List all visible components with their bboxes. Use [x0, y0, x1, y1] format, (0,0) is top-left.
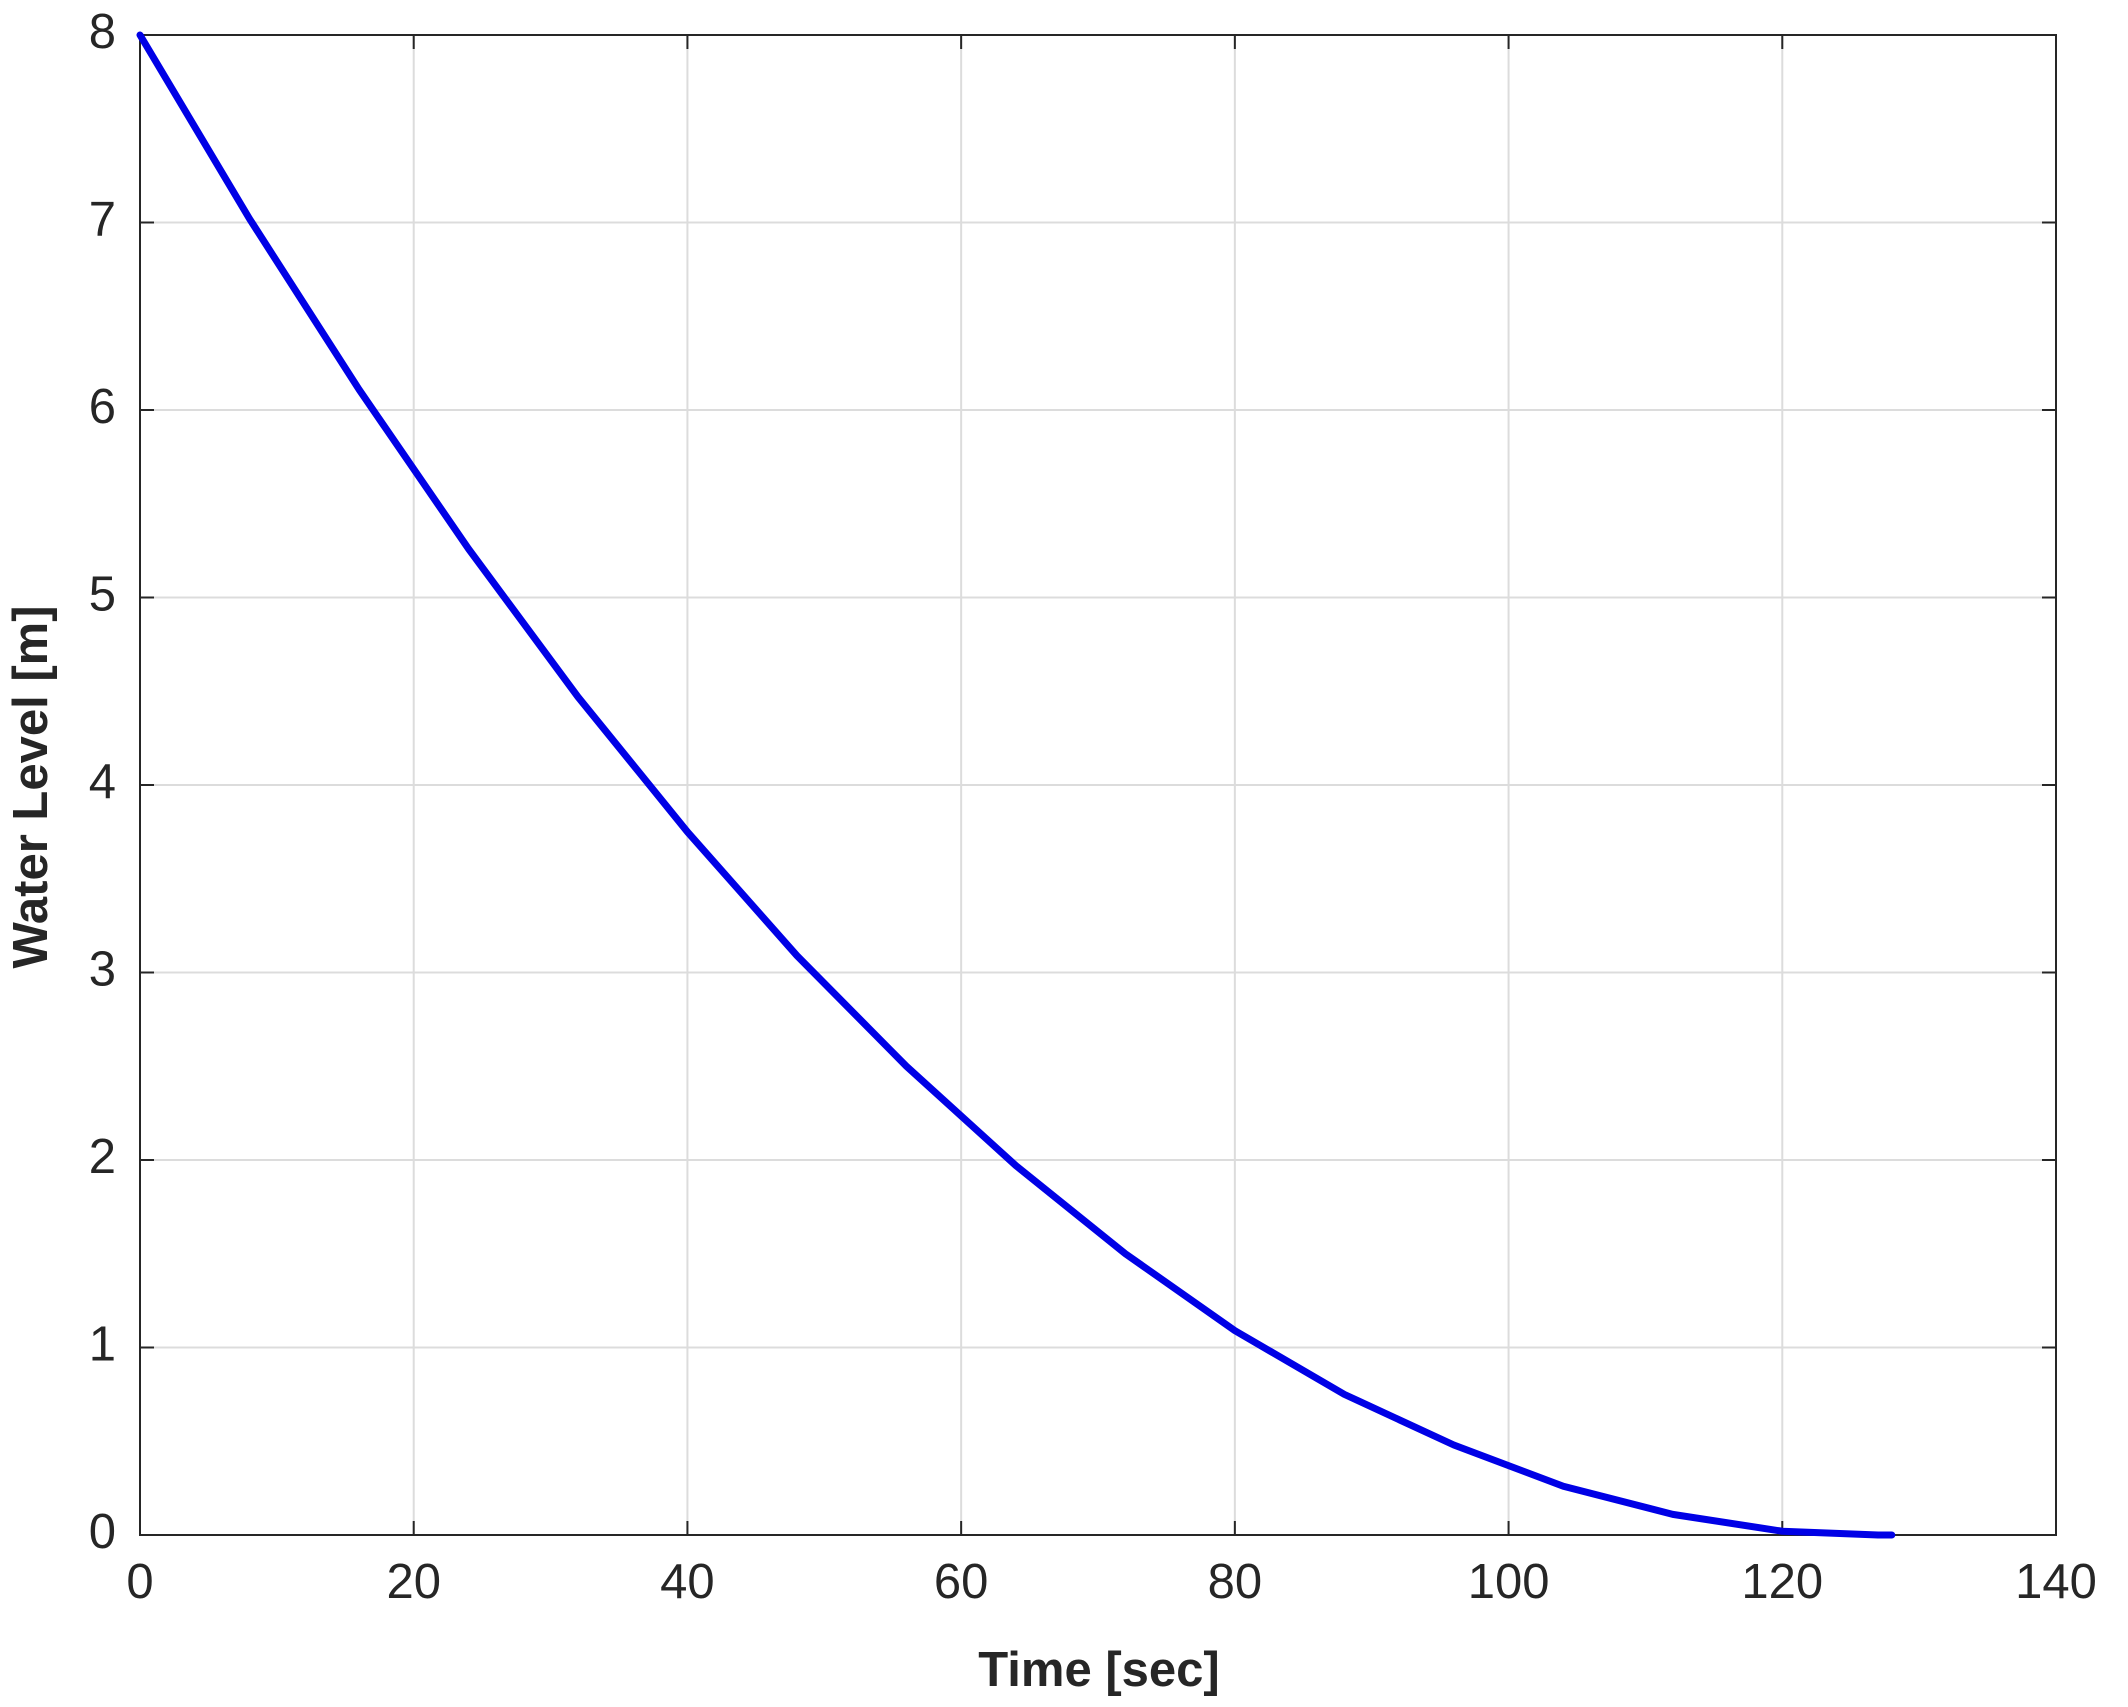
- y-tick-label: 8: [89, 5, 116, 59]
- y-tick-label: 0: [89, 1505, 116, 1559]
- y-tick-label: 3: [89, 942, 116, 996]
- y-tick-label: 2: [89, 1130, 116, 1184]
- y-tick-label: 4: [89, 755, 116, 809]
- y-tick-label: 6: [89, 380, 116, 434]
- x-tick-label: 120: [1741, 1555, 1823, 1609]
- x-tick-label: 60: [934, 1555, 989, 1609]
- x-tick-label: 80: [1208, 1555, 1263, 1609]
- y-tick-label: 7: [89, 192, 116, 246]
- x-tick-label: 140: [2015, 1555, 2097, 1609]
- x-tick-label: 20: [386, 1555, 441, 1609]
- x-tick-label: 40: [660, 1555, 715, 1609]
- data-line: [136, 31, 1896, 1539]
- y-tick-label: 5: [89, 567, 116, 621]
- axes-box: [139, 34, 2057, 1536]
- x-axis-label: Time [sec]: [978, 1643, 1219, 1697]
- y-axis-label: Water Level [m]: [4, 605, 58, 968]
- x-tick-label: 0: [126, 1555, 153, 1609]
- y-tick-label: 1: [89, 1317, 116, 1371]
- x-tick-label: 100: [1468, 1555, 1550, 1609]
